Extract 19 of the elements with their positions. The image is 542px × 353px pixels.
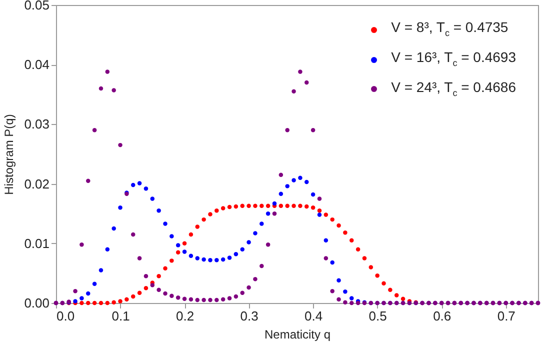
y-tick-label: 0.01 [24,236,50,251]
x-tick-label: 0.6 [433,308,452,324]
x-axis-title: Nematicity q [264,328,331,342]
y-tick-label: 0.05 [24,0,50,12]
legend-label: V = 8³, T$_{c}$ = 0.4735 [391,18,508,40]
x-tick-label: 0.5 [368,308,387,324]
x-tick-label: 0.1 [112,308,130,324]
x-tick-label: 0.3 [240,308,258,324]
y-tick-label: 0.03 [24,116,50,132]
legend-label: V = 16³, T$_{c}$ = 0.4693 [391,48,516,70]
y-tick-label: 0.00 [24,296,50,310]
x-tick-label: 0.2 [176,308,194,324]
x-tick-label: 0.7 [497,308,516,324]
y-tick-label: 0.02 [24,176,50,192]
y-tick-label: 0.04 [24,57,50,72]
x-tick-label: 0.0 [56,308,75,324]
legend-label: V = 24³, T$_{c}$ = 0.4686 [391,78,516,100]
y-axis-title: Histogram P(q) [2,114,16,195]
x-tick-label: 0.4 [304,308,323,324]
